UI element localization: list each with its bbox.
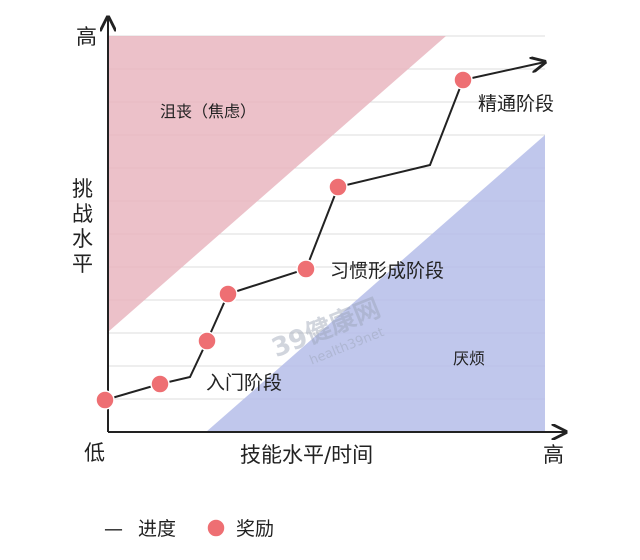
y-axis-title: 挑 战 水 平 bbox=[72, 177, 93, 276]
reward-dot bbox=[197, 331, 217, 351]
legend: — 进度 奖励 bbox=[104, 518, 274, 540]
x-axis-high-label: 高 bbox=[543, 443, 564, 467]
reward-dot bbox=[296, 259, 316, 279]
reward-dots bbox=[95, 70, 473, 410]
legend-line-marker: — bbox=[104, 518, 123, 540]
svg-text:挑: 挑 bbox=[72, 177, 93, 201]
reward-dot bbox=[150, 374, 170, 394]
reward-dot bbox=[218, 284, 238, 304]
legend-progress-label: 进度 bbox=[138, 518, 176, 540]
x-axis-low-label: 低 bbox=[84, 441, 105, 465]
x-axis-title: 技能水平/时间 bbox=[240, 443, 373, 467]
boredom-region bbox=[206, 135, 545, 432]
legend-reward-dot bbox=[206, 518, 226, 538]
stage-habit-label: 习惯形成阶段 bbox=[330, 260, 444, 282]
anxiety-label: 沮丧（焦虑） bbox=[160, 102, 256, 121]
boredom-label: 厌烦 bbox=[453, 349, 485, 368]
y-axis-high-label: 高 bbox=[76, 25, 97, 49]
anxiety-region bbox=[108, 36, 446, 332]
svg-text:水: 水 bbox=[72, 227, 93, 251]
legend-reward-label: 奖励 bbox=[236, 518, 274, 540]
svg-text:战: 战 bbox=[72, 202, 93, 226]
stage-entry-label: 入门阶段 bbox=[206, 372, 282, 394]
reward-dot bbox=[328, 177, 348, 197]
reward-dot bbox=[95, 390, 115, 410]
progress-line bbox=[104, 62, 545, 401]
svg-text:平: 平 bbox=[72, 252, 93, 276]
reward-dot bbox=[453, 70, 473, 90]
stage-master-label: 精通阶段 bbox=[478, 93, 554, 115]
